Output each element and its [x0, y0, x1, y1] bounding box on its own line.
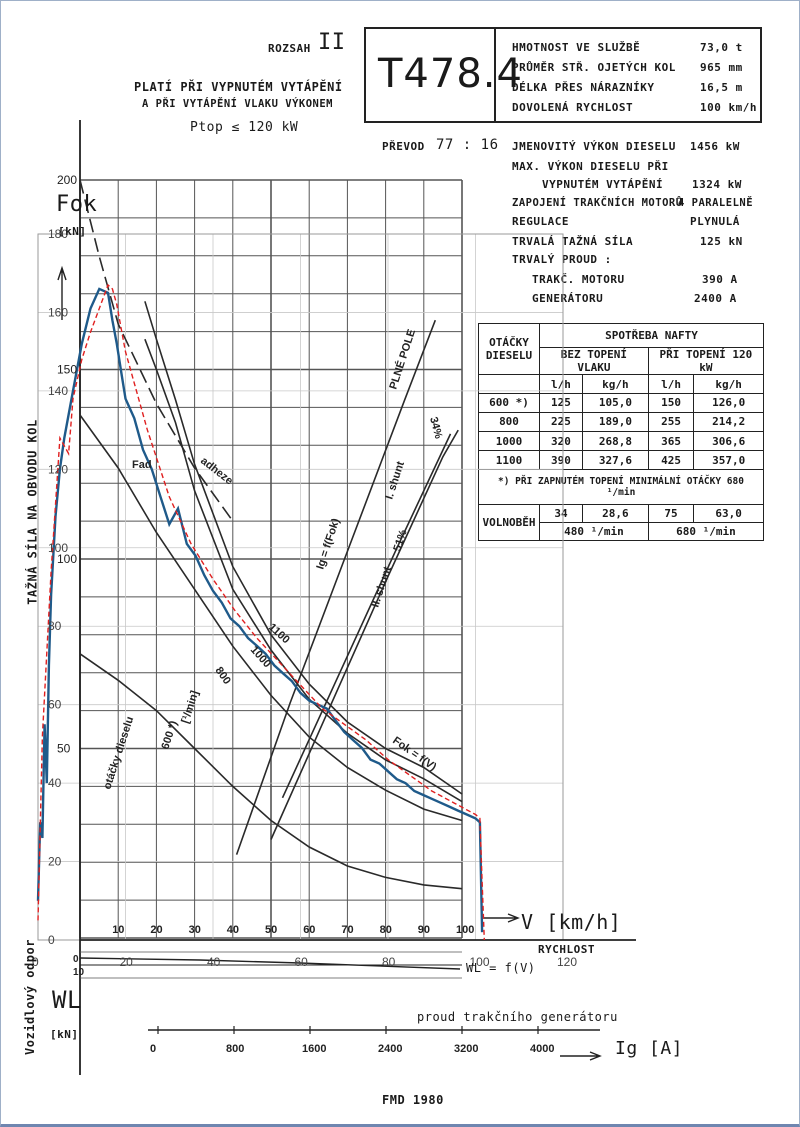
- range-value: II: [318, 30, 346, 55]
- spec-label: TRVALÝ PROUD :: [512, 253, 612, 266]
- unit-cell: kg/h: [581, 374, 649, 394]
- resistance-label: Vozidlový odpor: [22, 939, 37, 1055]
- table-cell: 320: [539, 430, 583, 452]
- table-cell: 390: [539, 450, 583, 471]
- rpm-header: OTÁČKY DIESELU: [478, 322, 540, 376]
- table-cell: 365: [647, 430, 695, 452]
- table-note: *) PŘI ZAPNUTÉM TOPENÍ MINIMÁLNÍ OTÁČKY …: [478, 469, 764, 505]
- gear-label: PŘEVOD: [382, 140, 425, 153]
- spec-label: TRAKČ. MOTORU: [532, 273, 625, 286]
- spec-value: 16,5 m: [700, 81, 743, 94]
- y-axis-title: TAŽNÁ SÍLA NA OBVODU KOL: [25, 419, 40, 605]
- spec-label: PRŮMĚR STŘ. OJETÝCH KOL: [512, 61, 676, 74]
- table-cell: 189,0: [581, 411, 649, 432]
- table-row: 1100 390 327,6 425 357,0: [478, 450, 764, 471]
- spec-label: HMOTNOST VE SLUŽBĚ: [512, 41, 641, 54]
- unit-cell: kg/h: [693, 374, 764, 394]
- spec-label: TRVALÁ TAŽNÁ SÍLA: [512, 235, 634, 248]
- group-header: BEZ TOPENÍ VLAKU: [539, 347, 649, 376]
- y-axis-unit: [kN]: [58, 225, 87, 238]
- rpm-cell: 800: [478, 411, 540, 432]
- wl-symbol: WL: [52, 986, 82, 1014]
- spec-value: 2400 A: [694, 292, 737, 305]
- spec-label: DOVOLENÁ RYCHLOST: [512, 101, 634, 114]
- unit-cell: l/h: [539, 374, 583, 394]
- spec-value: 965 mm: [700, 61, 743, 74]
- table-cell: 306,6: [693, 430, 764, 452]
- validity-line-2: A PŘI VYTÁPĚNÍ VLAKU VÝKONEM: [142, 98, 334, 110]
- group-header: PŘI TOPENÍ 120 kW: [647, 347, 765, 376]
- unit-cell: l/h: [647, 374, 695, 394]
- spec-value: 4 PARALELNĚ: [678, 197, 754, 209]
- table-cell: 357,0: [693, 450, 764, 471]
- model-title: T478.4: [378, 51, 523, 97]
- gear-value: 77 : 16: [436, 137, 499, 153]
- table-cell: 425: [647, 450, 695, 471]
- spec-label: DÉLKA PŘES NÁRAZNÍKY: [512, 81, 655, 94]
- generator-caption: proud trakčního generátoru: [417, 1010, 618, 1024]
- spec-box: T478.4 HMOTNOST VE SLUŽBĚ 73,0 t PRŮMĚR …: [364, 27, 762, 123]
- spec-label: ZAPOJENÍ TRAKČNÍCH MOTORŮ: [512, 197, 683, 209]
- table-cell: 255: [647, 411, 695, 432]
- range-label: ROZSAH: [268, 42, 311, 55]
- spec-value: 100 km/h: [700, 101, 757, 114]
- spec-value: PLYNULÁ: [690, 215, 740, 228]
- table-cell: 480 ¹/min: [539, 521, 649, 542]
- rpm-cell: 1100: [478, 450, 540, 471]
- spec-label: REGULACE: [512, 215, 569, 228]
- spec-value: 1324 kW: [692, 178, 742, 191]
- table-cell: 225: [539, 411, 583, 432]
- rpm-cell: 600 *): [478, 392, 540, 413]
- idle-label: VOLNOBĚH: [478, 503, 540, 542]
- spec-value: 390 A: [702, 273, 738, 286]
- table-cell: 63,0: [693, 503, 764, 523]
- spec-value: 1456 kW: [690, 140, 740, 153]
- table-title: SPOTŘEBA NAFTY: [539, 322, 764, 349]
- y-axis-symbol: Fok: [56, 192, 98, 217]
- table-row: 800 225 189,0 255 214,2: [478, 411, 764, 432]
- x-axis-caption: RYCHLOST: [538, 943, 595, 956]
- table-cell: 28,6: [581, 503, 649, 523]
- fuel-consumption-table: OTÁČKY DIESELU SPOTŘEBA NAFTY BEZ TOPENÍ…: [478, 322, 765, 542]
- x-axis-title: V [km/h]: [521, 910, 622, 934]
- footer-label: FMD 1980: [382, 1093, 444, 1107]
- table-cell: 126,0: [693, 392, 764, 413]
- spec-divider: [494, 29, 496, 121]
- spec-label: VYPNUTÉM VYTÁPĚNÍ: [542, 178, 664, 191]
- table-cell: 150: [647, 392, 695, 413]
- wl-unit: [kN]: [50, 1028, 79, 1041]
- table-cell: 268,8: [581, 430, 649, 452]
- table-cell: 34: [539, 503, 583, 523]
- spec-label: GENERÁTORU: [532, 292, 604, 305]
- table-cell: 75: [647, 503, 695, 523]
- spec-value: 125 kN: [700, 235, 743, 248]
- wl-curve-label: WL = f(V): [466, 961, 536, 975]
- rpm-cell: 1000: [478, 430, 540, 452]
- table-cell: 125: [539, 392, 583, 413]
- table-cell: [478, 374, 540, 394]
- spec-label: MAX. VÝKON DIESELU PŘI: [512, 160, 669, 173]
- table-cell: 327,6: [581, 450, 649, 471]
- ig-symbol: Ig [A]: [615, 1038, 684, 1059]
- spec-label: JMENOVITÝ VÝKON DIESELU: [512, 140, 676, 153]
- validity-line-3: Ptop ≤ 120 kW: [190, 120, 299, 135]
- table-row: 600 *) 125 105,0 150 126,0: [478, 392, 764, 413]
- table-cell: 214,2: [693, 411, 764, 432]
- table-cell: 680 ¹/min: [647, 521, 765, 542]
- spec-value: 73,0 t: [700, 41, 743, 54]
- validity-line-1: PLATÍ PŘI VYPNUTÉM VYTÁPĚNÍ: [134, 80, 343, 94]
- table-row: 1000 320 268,8 365 306,6: [478, 430, 764, 452]
- table-cell: 105,0: [581, 392, 649, 413]
